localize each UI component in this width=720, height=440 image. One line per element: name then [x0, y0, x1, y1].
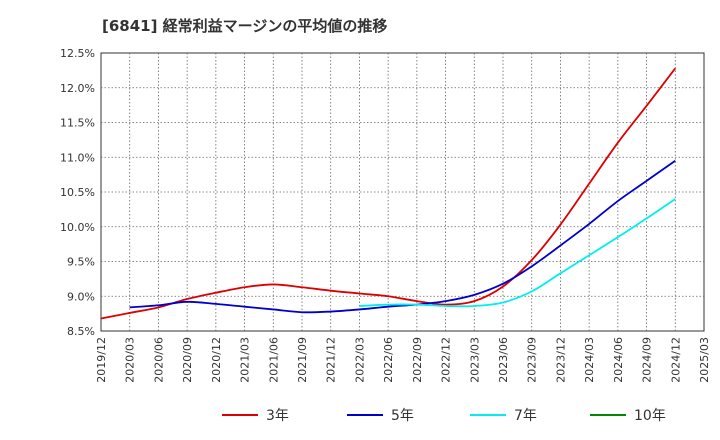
- x-tick-label: 2020/06: [152, 337, 165, 383]
- x-tick-label: 2021/09: [296, 337, 309, 383]
- x-tick-label: 2022/06: [382, 337, 395, 383]
- x-axis: 2019/12 2020/03 2020/06 2020/09 2020/12 2021/…: [95, 337, 711, 383]
- y-axis: 8.5% 9.0% 9.5% 10.0% 10.5% 11.0% 11.5% 12.0% 12.…: [60, 47, 95, 338]
- y-tick-label: 11.5%: [60, 117, 95, 130]
- y-tick-label: 9.5%: [67, 256, 95, 269]
- x-tick-label: 2023/03: [468, 337, 481, 383]
- chart-title: [6841] 経常利益マージンの平均値の推移: [102, 17, 387, 35]
- x-tick-label: 2023/12: [554, 337, 567, 383]
- series-line-0: [100, 67, 677, 320]
- x-tick-label: 2022/03: [353, 337, 366, 383]
- x-tick-label: 2024/03: [583, 337, 596, 383]
- x-tick-label: 2020/12: [210, 337, 223, 383]
- y-tick-label: 10.5%: [60, 186, 95, 199]
- x-tick-label: 2022/09: [411, 337, 424, 383]
- y-tick-label: 11.0%: [60, 151, 95, 164]
- x-tick-label: 2021/06: [267, 337, 280, 383]
- series-line-1: [129, 159, 676, 314]
- x-tick-label: 2024/09: [641, 337, 654, 383]
- legend-label-3: 10年: [634, 408, 666, 424]
- x-tick-label: 2022/12: [440, 337, 453, 383]
- x-tick-label: 2024/06: [612, 337, 625, 383]
- x-tick-label: 2021/12: [325, 337, 338, 383]
- series-lines: [100, 67, 677, 320]
- y-tick-label: 10.0%: [60, 221, 95, 234]
- y-tick-label: 8.5%: [67, 325, 95, 338]
- y-tick-label: 12.5%: [60, 47, 95, 60]
- x-tick-label: 2019/12: [95, 337, 108, 383]
- x-tick-label: 2020/09: [181, 337, 194, 383]
- x-tick-label: 2025/03: [698, 337, 711, 383]
- legend-label-2: 7年: [514, 408, 537, 424]
- legend: 3年 5年 7年 10年: [222, 408, 666, 424]
- x-tick-label: 2020/03: [124, 337, 137, 383]
- series-line-2: [359, 198, 676, 308]
- x-tick-label: 2021/03: [239, 337, 252, 383]
- y-tick-label: 9.0%: [67, 290, 95, 303]
- x-tick-label: 2023/06: [497, 337, 510, 383]
- x-tick-label: 2023/09: [526, 337, 539, 383]
- x-tick-label: 2024/12: [669, 337, 682, 383]
- legend-label-0: 3年: [266, 408, 289, 424]
- y-tick-label: 12.0%: [60, 82, 95, 95]
- legend-label-1: 5年: [391, 408, 414, 424]
